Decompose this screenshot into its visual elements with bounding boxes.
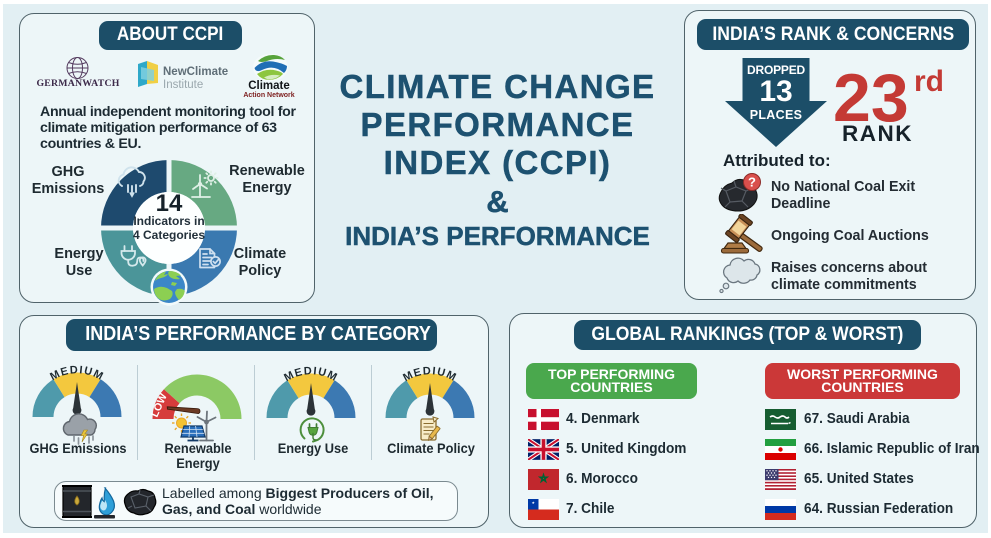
svg-text:?: ? xyxy=(748,175,756,190)
